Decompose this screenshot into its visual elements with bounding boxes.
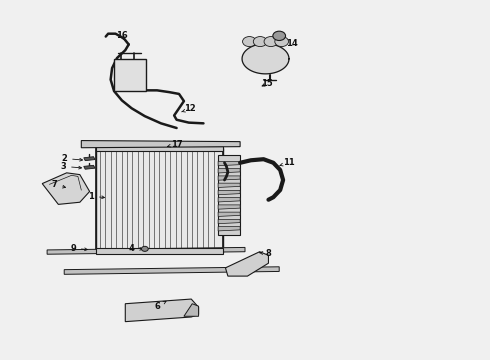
Circle shape: [273, 31, 286, 41]
Text: 10: 10: [220, 158, 235, 167]
Circle shape: [253, 37, 267, 46]
Polygon shape: [64, 267, 279, 274]
Polygon shape: [218, 176, 240, 180]
Text: 14: 14: [279, 39, 297, 48]
Text: 13: 13: [263, 57, 279, 66]
Circle shape: [264, 37, 278, 46]
Polygon shape: [96, 146, 223, 151]
Polygon shape: [218, 198, 240, 202]
Polygon shape: [114, 59, 146, 91]
Text: 15: 15: [261, 80, 273, 89]
Circle shape: [142, 246, 148, 251]
Text: 8: 8: [260, 249, 271, 258]
Text: 5: 5: [224, 190, 237, 199]
Text: 9: 9: [70, 244, 87, 253]
Polygon shape: [184, 304, 198, 316]
Polygon shape: [218, 155, 240, 234]
Text: 18: 18: [129, 60, 141, 69]
Text: 7: 7: [51, 180, 66, 189]
Text: 2: 2: [61, 154, 82, 163]
Polygon shape: [225, 252, 269, 276]
Polygon shape: [96, 248, 223, 253]
Polygon shape: [218, 190, 240, 195]
Text: 1: 1: [88, 192, 104, 201]
Polygon shape: [125, 299, 198, 321]
Polygon shape: [218, 183, 240, 188]
Polygon shape: [218, 219, 240, 224]
Polygon shape: [96, 148, 223, 252]
Polygon shape: [47, 247, 245, 254]
Polygon shape: [218, 205, 240, 209]
Polygon shape: [81, 140, 240, 148]
Circle shape: [243, 37, 256, 46]
Polygon shape: [42, 173, 90, 204]
Polygon shape: [218, 226, 240, 231]
Text: 3: 3: [60, 162, 81, 171]
Polygon shape: [218, 169, 240, 173]
Polygon shape: [84, 157, 95, 161]
Polygon shape: [84, 165, 95, 169]
Text: 16: 16: [116, 31, 128, 40]
Text: 17: 17: [168, 140, 182, 149]
Text: 12: 12: [182, 104, 196, 113]
Text: 11: 11: [280, 158, 295, 167]
Text: 4: 4: [129, 244, 143, 253]
Circle shape: [275, 37, 289, 46]
Polygon shape: [218, 161, 240, 166]
Text: 6: 6: [154, 301, 166, 311]
Polygon shape: [218, 212, 240, 216]
Polygon shape: [242, 44, 289, 74]
